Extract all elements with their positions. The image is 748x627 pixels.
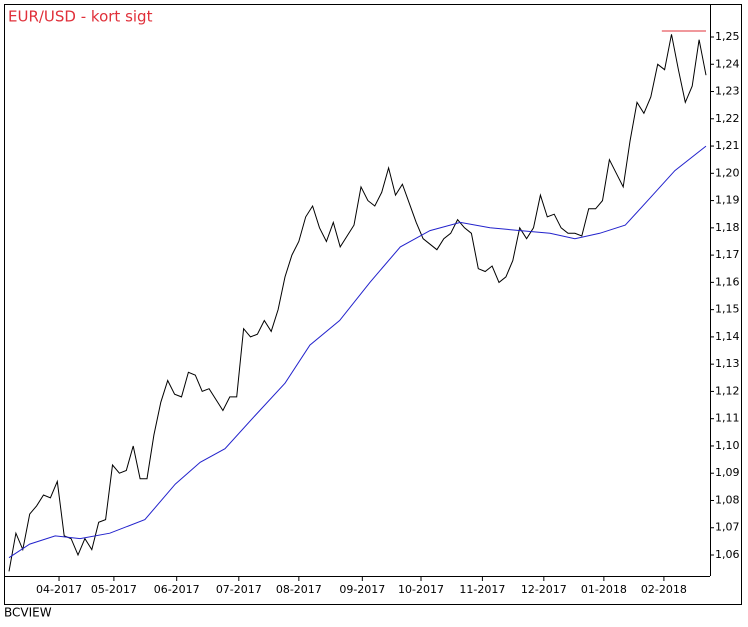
x-tick-label: 01-2018 <box>581 583 627 596</box>
y-tick-label: 1,10 <box>715 439 740 452</box>
x-tick-label: 06-2017 <box>154 583 200 596</box>
y-tick-label: 1,09 <box>715 466 740 479</box>
y-tick-label: 1,16 <box>715 275 740 288</box>
y-tick-label: 1,11 <box>715 412 740 425</box>
y-tick-label: 1,22 <box>715 112 740 125</box>
y-tick-label: 1,19 <box>715 194 740 207</box>
x-tick-label: 02-2018 <box>641 583 687 596</box>
y-tick-label: 1,20 <box>715 166 740 179</box>
footer: BCVIEW <box>4 606 52 620</box>
y-tick-label: 1,23 <box>715 85 740 98</box>
y-tick-label: 1,15 <box>715 303 740 316</box>
chart-title: EUR/USD - kort sigt <box>8 8 153 26</box>
y-tick-label: 1,06 <box>715 548 740 561</box>
frame <box>4 4 742 605</box>
y-tick-label: 1,18 <box>715 221 740 234</box>
y-tick-label: 1,21 <box>715 139 740 152</box>
y-tick-label: 1,13 <box>715 357 740 370</box>
x-tick-label: 08-2017 <box>276 583 322 596</box>
x-tick-label: 05-2017 <box>91 583 137 596</box>
x-tick-label: 10-2017 <box>398 583 444 596</box>
y-tick-label: 1,24 <box>715 57 740 70</box>
price-line <box>8 34 707 572</box>
x-tick-label: 11-2017 <box>459 583 505 596</box>
x-tick-label: 09-2017 <box>339 583 385 596</box>
x-tick-label: 12-2017 <box>521 583 567 596</box>
y-tick-label: 1,17 <box>715 248 740 261</box>
x-tick-label: 04-2017 <box>36 583 82 596</box>
price-line <box>8 145 707 559</box>
y-tick-label: 1,14 <box>715 330 740 343</box>
y-tick-label: 1,08 <box>715 493 740 506</box>
x-tick-label: 07-2017 <box>216 583 262 596</box>
y-tick-label: 1,12 <box>715 384 740 397</box>
y-tick-label: 1,07 <box>715 521 740 534</box>
y-tick-label: 1,25 <box>715 30 740 43</box>
